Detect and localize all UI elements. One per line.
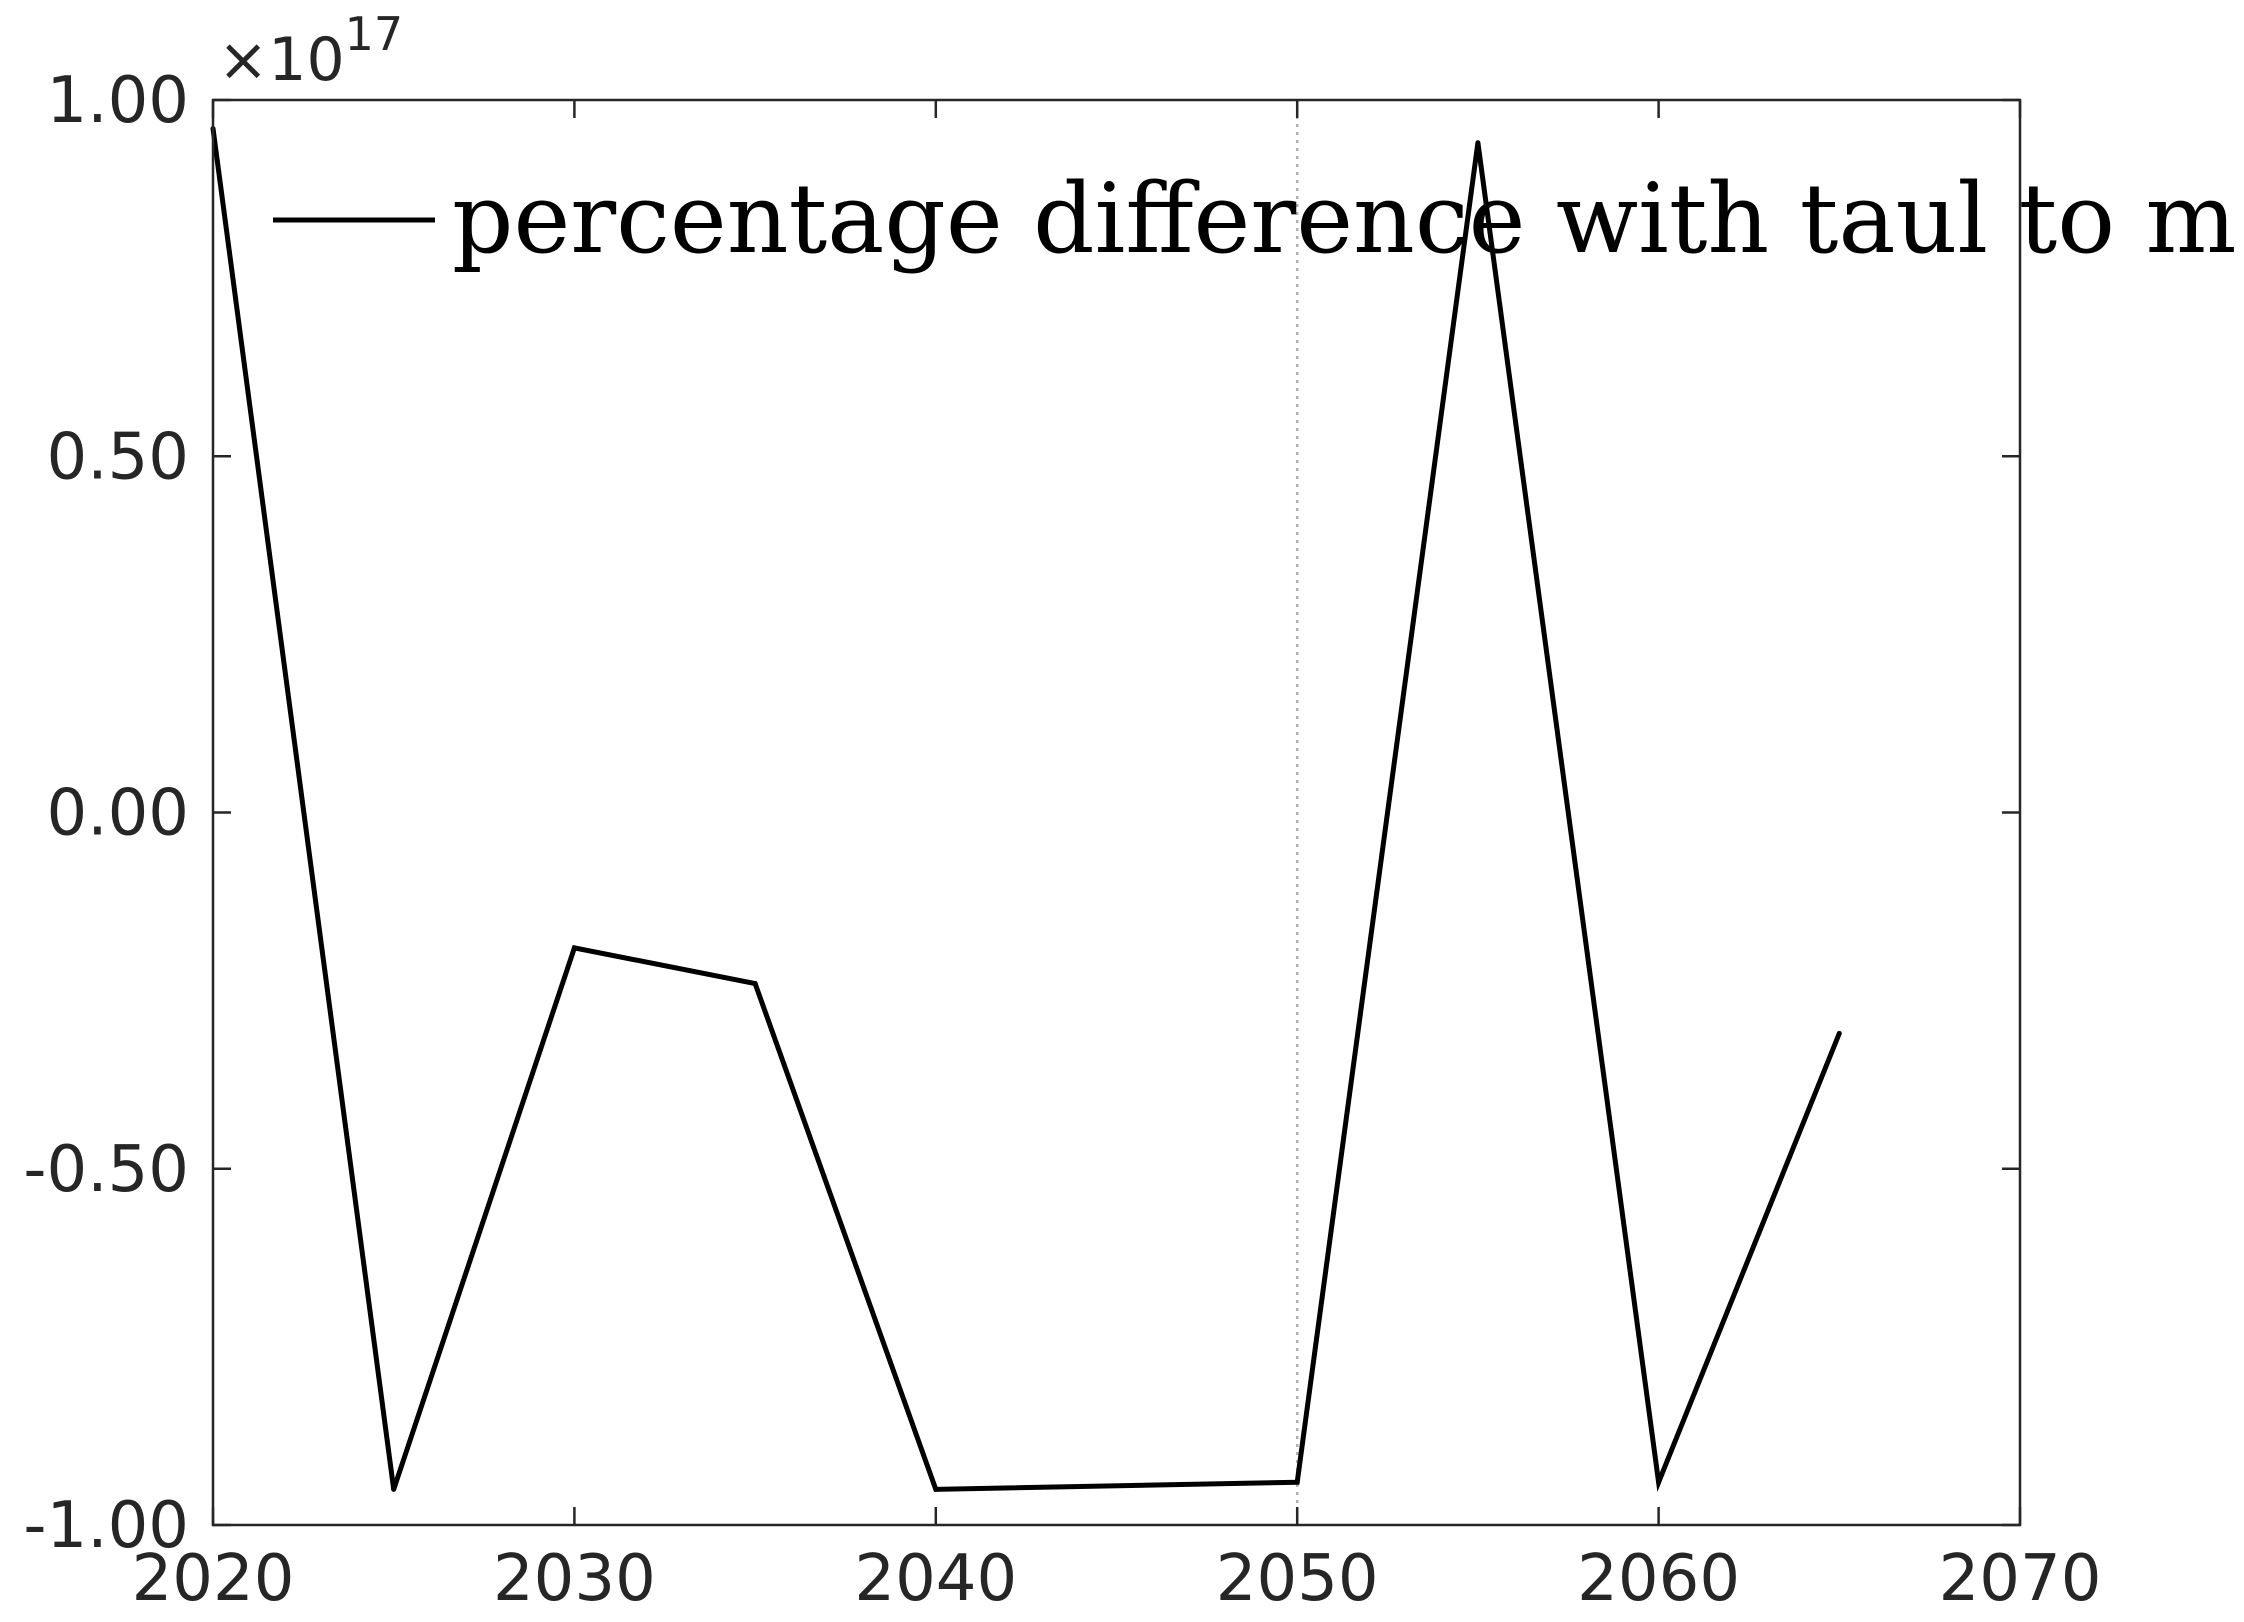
x-tick-label: 2050	[1216, 1542, 1379, 1616]
data-point	[1475, 140, 1481, 146]
tick-labels-layer: 2020 2030 2040 2050 2060 2070 1.00 0.50 0.00 -0.5…	[23, 64, 2101, 1616]
y-tick-label: -0.50	[23, 1133, 189, 1207]
x-tick-label: 2040	[854, 1542, 1017, 1616]
data-point	[391, 1486, 397, 1492]
exponent-prefix: ×	[218, 25, 268, 95]
svg-text:×1017: ×1017	[218, 7, 403, 95]
data-point	[1294, 1479, 1300, 1485]
x-tick-label: 2070	[1939, 1542, 2102, 1616]
plot-frame	[211, 98, 2022, 1527]
data-point	[1836, 1030, 1842, 1036]
data-point	[752, 981, 758, 986]
y-tick-label: 1.00	[47, 64, 190, 138]
y-tick-label: 0.00	[47, 777, 190, 851]
x-tick-label: 2060	[1577, 1542, 1740, 1616]
data-point	[1656, 1479, 1662, 1485]
plot-background	[213, 100, 2020, 1525]
x-tick-label: 2030	[493, 1542, 656, 1616]
data-point	[933, 1486, 939, 1492]
y-tick-label: -1.00	[23, 1489, 189, 1563]
exponent-power: 17	[345, 7, 404, 61]
series-layer	[210, 126, 1842, 1492]
legend: percentage difference with taul to m	[273, 163, 2237, 275]
y-tick-label: 0.50	[47, 420, 190, 494]
x-tick-label: 2020	[132, 1542, 295, 1616]
exponent-base: 10	[268, 25, 344, 95]
legend-entry-label: percentage difference with taul to m	[452, 163, 2237, 275]
data-point	[571, 945, 577, 951]
y-exponent-label: ×1017	[218, 7, 403, 95]
